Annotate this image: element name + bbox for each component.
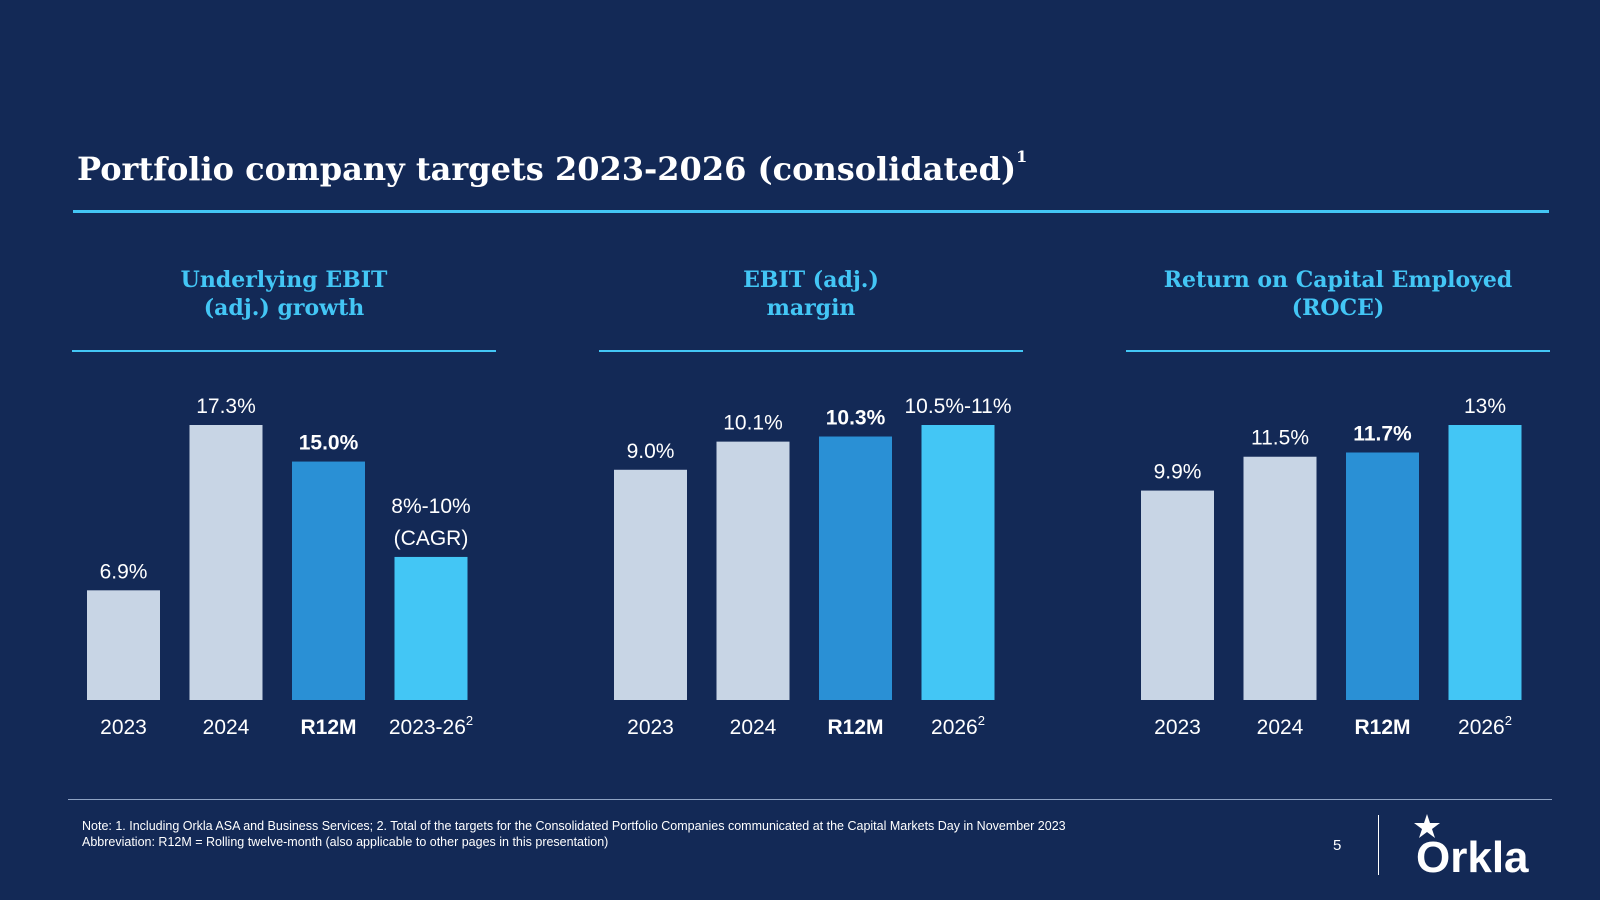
page-title: Portfolio company targets 2023-2026 (con…: [77, 147, 1028, 188]
data-label: 17.3%: [196, 395, 256, 418]
bar-2023: [614, 469, 687, 700]
category-label: R12M: [300, 716, 356, 739]
panel-divider: [72, 350, 496, 352]
star-icon: [1414, 814, 1440, 838]
panel-divider: [599, 350, 1023, 352]
data-label: 15.0%: [299, 432, 359, 455]
data-label: 8%-10% (CAGR): [391, 495, 470, 550]
panel-heading: Underlying EBIT (adj.) growth: [180, 267, 388, 321]
bar-r12m: [1346, 452, 1419, 700]
chart-ebit-margin: 9.0% 2023 10.1% 2024 10.3% R12M 10.5%-11% 20262: [614, 395, 1012, 739]
category-label: R12M: [827, 716, 883, 739]
footnote-line: Note: 1. Including Orkla ASA and Busines…: [82, 819, 1066, 833]
logo-wordmark: Orkla: [1416, 833, 1529, 880]
category-label: 2024: [730, 716, 777, 739]
panel-divider: [1126, 350, 1550, 352]
panel-heading: EBIT (adj.) margin: [743, 267, 879, 321]
panel-ebit-margin: EBIT (adj.) margin 9.0% 2023 10.1% 2024 10.3…: [599, 260, 1023, 760]
bar-r12m: [819, 436, 892, 700]
bar-2023: [1141, 490, 1214, 700]
chart-ebit-growth: 6.9% 2023 17.3% 2024 15.0% R12M 8%-10% (CAGR) 20…: [87, 395, 473, 739]
category-label: 2023: [627, 716, 674, 739]
bar-2026: [921, 425, 995, 700]
bar-2023-26: [394, 556, 468, 700]
category-label: 2024: [1257, 716, 1304, 739]
panel-ebit-growth: Underlying EBIT (adj.) growth 6.9% 2023 17…: [72, 260, 496, 760]
category-label: 2023: [100, 716, 147, 739]
data-label: 6.9%: [100, 560, 148, 583]
orkla-logo: Orkla: [1414, 814, 1529, 880]
title-divider: [73, 210, 1549, 213]
data-label: 11.7%: [1353, 423, 1412, 446]
page-number: 5: [1333, 837, 1342, 854]
data-label: 13%: [1464, 395, 1506, 418]
footnote-line: Abbreviation: R12M = Rolling twelve-mont…: [82, 835, 609, 849]
bar-2023: [87, 590, 160, 700]
category-label: 20262: [1458, 713, 1512, 739]
bar-2024: [1243, 456, 1317, 700]
bar-r12m: [292, 461, 365, 700]
category-label: R12M: [1354, 716, 1410, 739]
footer-divider: [68, 799, 1552, 800]
bar-2026: [1448, 425, 1522, 700]
category-label: 2023-262: [389, 713, 473, 739]
bar-2024: [716, 441, 790, 700]
panel-roce: Return on Capital Employed (ROCE) 9.9% 20…: [1126, 260, 1550, 760]
data-label: 9.9%: [1154, 461, 1202, 484]
data-label: 11.5%: [1251, 427, 1309, 450]
data-label: 9.0%: [627, 440, 675, 463]
data-label: 10.1%: [723, 412, 783, 435]
bar-2024: [189, 425, 263, 700]
chart-roce: 9.9% 2023 11.5% 2024 11.7% R12M 13% 20262: [1141, 395, 1522, 739]
footnote: Note: 1. Including Orkla ASA and Busines…: [82, 818, 1066, 850]
category-label: 20262: [931, 713, 985, 739]
data-label: 10.3%: [826, 407, 886, 430]
panel-heading: Return on Capital Employed (ROCE): [1163, 267, 1513, 321]
category-label: 2023: [1154, 716, 1201, 739]
title-footnote-marker: 1: [1016, 147, 1028, 167]
data-label: 10.5%-11%: [904, 395, 1011, 418]
category-label: 2024: [203, 716, 250, 739]
footer-separator: [1378, 815, 1379, 875]
